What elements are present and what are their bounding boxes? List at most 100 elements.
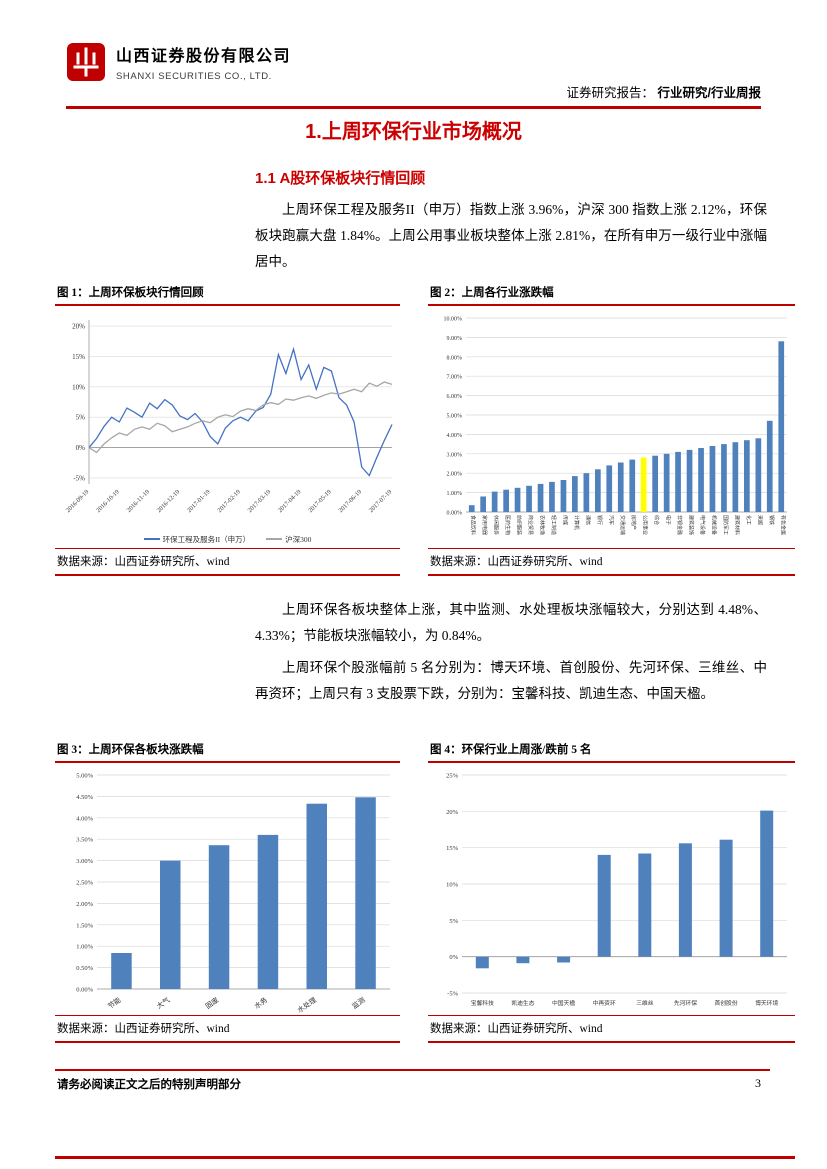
fig2-chart: 10.00% 9.00% 8.00% 7.00% 6.00% 5.00% 4.00% 3.00… — [428, 310, 795, 548]
svg-text:2017-05-19: 2017-05-19 — [307, 488, 333, 514]
svg-text:4.00%: 4.00% — [447, 433, 463, 439]
footer-notice: 请务必阅读正文之后的特别声明部分 — [57, 1079, 241, 1091]
svg-text:计算机: 计算机 — [573, 515, 580, 530]
svg-text:0.00%: 0.00% — [447, 511, 463, 517]
svg-text:三维丝: 三维丝 — [636, 999, 654, 1007]
figure-1-source: 数据来源：山西证券研究所、wind — [55, 548, 400, 576]
svg-text:2.50%: 2.50% — [76, 880, 93, 887]
header-rule — [66, 106, 761, 109]
svg-text:15%: 15% — [72, 353, 85, 361]
svg-text:1.00%: 1.00% — [447, 491, 463, 497]
figure-1-caption: 图 1：上周环保板块行情回顾 — [55, 284, 400, 306]
svg-text:2017-03-19: 2017-03-19 — [246, 488, 272, 514]
svg-text:20%: 20% — [72, 323, 85, 331]
svg-text:1.50%: 1.50% — [76, 922, 93, 929]
svg-text:9.00%: 9.00% — [447, 336, 463, 342]
svg-text:大气: 大气 — [155, 995, 172, 1010]
svg-text:10.00%: 10.00% — [444, 317, 463, 323]
svg-text:0%: 0% — [76, 444, 86, 452]
fig4-chart: 25% 20% 15% 10% 5% 0% -5% 宝馨科技 凯迪生态 中国天楹 中再资环 三维丝 先河… — [428, 767, 795, 1015]
svg-text:钢铁: 钢铁 — [768, 515, 775, 525]
svg-text:交通运输: 交通运输 — [619, 515, 626, 535]
svg-text:机械设备: 机械设备 — [710, 515, 717, 535]
svg-text:中国天楹: 中国天楹 — [552, 999, 575, 1007]
svg-text:-5%: -5% — [73, 474, 85, 482]
svg-text:首创股份: 首创股份 — [714, 999, 737, 1007]
svg-text:博天环境: 博天环境 — [755, 999, 778, 1007]
svg-text:国防军工: 国防军工 — [722, 515, 729, 535]
svg-text:2017-07-19: 2017-07-19 — [368, 488, 394, 514]
figure-3-source: 数据来源：山西证券研究所、wind — [55, 1015, 400, 1043]
svg-text:有色金属: 有色金属 — [779, 515, 786, 535]
svg-text:水务: 水务 — [252, 995, 269, 1010]
svg-text:4.50%: 4.50% — [76, 794, 93, 801]
svg-text:传媒: 传媒 — [561, 515, 568, 525]
svg-text:2017-04-19: 2017-04-19 — [277, 488, 303, 514]
svg-text:纺织服装: 纺织服装 — [516, 515, 523, 535]
svg-text:2016-10-19: 2016-10-19 — [95, 488, 121, 514]
svg-text:10%: 10% — [72, 383, 85, 391]
svg-text:采掘: 采掘 — [756, 515, 763, 525]
svg-text:化工: 化工 — [745, 515, 752, 525]
figure-2: 图 2：上周各行业涨跌幅 10.00% 9.00% 8.00% 7.00% 6.00% 5… — [428, 284, 795, 576]
svg-text:公用事业: 公用事业 — [642, 515, 649, 535]
figure-2-source: 数据来源：山西证券研究所、wind — [428, 548, 795, 576]
svg-text:非银金融: 非银金融 — [676, 515, 683, 535]
svg-text:休闲服务: 休闲服务 — [493, 515, 500, 535]
svg-text:4.00%: 4.00% — [76, 815, 93, 822]
svg-text:食品饮料: 食品饮料 — [470, 515, 477, 535]
svg-text:8.00%: 8.00% — [447, 355, 463, 361]
svg-text:监测: 监测 — [350, 995, 367, 1010]
figure-row-2: 图 3：上周环保各板块涨跌幅 5.00% 4.50% 4.00% 3.50% 3.00%… — [55, 741, 795, 1043]
page-title: 1.上周环保行业市场概况 — [305, 121, 522, 143]
svg-text:汽车: 汽车 — [607, 515, 614, 525]
company-logo-icon — [66, 42, 106, 82]
figure-row-1: 图 1：上周环保板块行情回顾 20% 15% 10% 5% 0% -5% 2016-09-1… — [55, 284, 795, 576]
svg-text:医药生物: 医药生物 — [504, 515, 511, 535]
svg-text:2017-02-19: 2017-02-19 — [216, 488, 242, 514]
svg-text:轻工制造: 轻工制造 — [550, 515, 557, 535]
svg-text:0.00%: 0.00% — [76, 987, 93, 994]
footer-rule — [55, 1069, 770, 1071]
svg-text:0%: 0% — [449, 954, 458, 961]
svg-text:建筑装饰: 建筑装饰 — [688, 515, 695, 535]
svg-text:先河环保: 先河环保 — [674, 999, 697, 1007]
svg-text:固废: 固废 — [204, 995, 221, 1010]
svg-text:2017-01-19: 2017-01-19 — [186, 488, 212, 514]
company-name-cn: 山西证券股份有限公司 — [116, 48, 292, 65]
svg-text:20%: 20% — [446, 809, 459, 816]
svg-text:建筑材料: 建筑材料 — [733, 515, 740, 535]
svg-text:中再资环: 中再资环 — [593, 999, 616, 1007]
svg-text:2.00%: 2.00% — [76, 901, 93, 908]
svg-text:农林牧渔: 农林牧渔 — [539, 515, 546, 535]
svg-text:15%: 15% — [446, 845, 459, 852]
page-number: 3 — [755, 1076, 761, 1090]
svg-text:3.00%: 3.00% — [447, 452, 463, 458]
svg-text:通信: 通信 — [584, 515, 591, 525]
bottom-rule — [55, 1156, 795, 1159]
svg-text:凯迪生态: 凯迪生态 — [511, 999, 534, 1007]
svg-text:房地产: 房地产 — [630, 515, 637, 530]
svg-text:综合: 综合 — [653, 515, 660, 525]
paragraph-2: 上周环保各板块整体上涨，其中监测、水处理板块涨幅较大，分别达到 4.48%、4.… — [255, 602, 767, 643]
fig1-chart: 20% 15% 10% 5% 0% -5% 2016-09-19 2016-10-19 2016… — [64, 320, 394, 544]
report-type-label: 证券研究报告： — [566, 86, 655, 100]
svg-text:商业贸易: 商业贸易 — [527, 515, 534, 535]
svg-text:5%: 5% — [449, 918, 458, 925]
svg-text:2016-12-19: 2016-12-19 — [156, 488, 182, 514]
report-type: 证券研究报告： 行业研究/行业周报 — [567, 82, 761, 104]
svg-text:6.00%: 6.00% — [447, 394, 463, 400]
report-header: 山西证券股份有限公司 SHANXI SECURITIES CO., LTD. 证… — [66, 42, 761, 104]
figure-4: 图 4：环保行业上周涨/跌前 5 名 25% 20% 15% 10% 5% 0% -5% 宝馨… — [428, 741, 795, 1043]
svg-text:2.00%: 2.00% — [447, 472, 463, 478]
svg-text:银行: 银行 — [596, 515, 603, 525]
figure-2-caption: 图 2：上周各行业涨跌幅 — [428, 284, 795, 306]
company-name-en: SHANXI SECURITIES CO., LTD. — [116, 71, 272, 82]
svg-text:电子: 电子 — [665, 515, 672, 525]
svg-text:7.00%: 7.00% — [447, 375, 463, 381]
company-brand: 山西证券股份有限公司 SHANXI SECURITIES CO., LTD. — [66, 42, 291, 82]
figure-4-source: 数据来源：山西证券研究所、wind — [428, 1015, 795, 1043]
svg-text:宝馨科技: 宝馨科技 — [471, 999, 494, 1007]
fig3-chart: 5.00% 4.50% 4.00% 3.50% 3.00% 2.50% 2.00% 1.50%… — [55, 767, 400, 1015]
